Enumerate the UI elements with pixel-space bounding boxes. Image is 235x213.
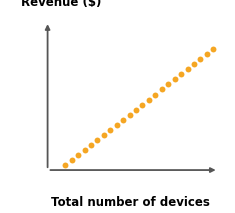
Text: Revenue ($): Revenue ($) <box>21 0 102 9</box>
Point <box>199 57 202 61</box>
Point <box>128 113 131 117</box>
Point <box>205 52 209 56</box>
Point <box>89 144 93 147</box>
Point <box>63 164 67 167</box>
Point <box>70 159 74 162</box>
Point <box>147 98 151 101</box>
Point <box>95 138 99 142</box>
Text: Total number of devices: Total number of devices <box>51 196 210 209</box>
Point <box>179 73 183 76</box>
Point <box>108 128 112 132</box>
Point <box>192 62 196 66</box>
Point <box>121 118 125 122</box>
Point <box>160 88 164 91</box>
Point <box>166 83 170 86</box>
Point <box>153 93 157 96</box>
Point <box>186 68 189 71</box>
Point <box>212 47 215 51</box>
Point <box>134 108 138 111</box>
Point <box>115 123 119 127</box>
Point <box>141 103 144 106</box>
Point <box>83 148 86 152</box>
Point <box>102 133 106 137</box>
Point <box>76 154 80 157</box>
Point <box>173 78 176 81</box>
